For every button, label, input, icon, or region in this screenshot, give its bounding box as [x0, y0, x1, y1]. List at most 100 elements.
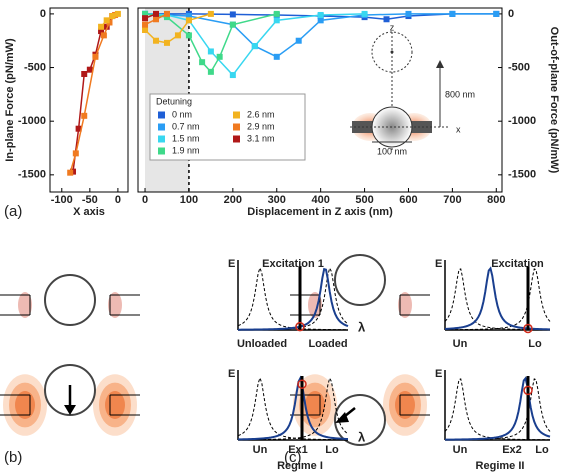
spectrum-label: Lo	[325, 444, 339, 456]
waveguide	[410, 121, 432, 133]
point	[142, 10, 149, 17]
point	[81, 70, 88, 77]
point	[174, 32, 181, 39]
x-tick-label: -50	[82, 194, 98, 206]
legend-label: 2.6 nm	[247, 109, 275, 119]
point	[229, 11, 236, 18]
point	[163, 39, 170, 46]
glow	[18, 292, 32, 318]
point	[67, 169, 74, 176]
glow	[398, 292, 412, 318]
point	[273, 17, 280, 24]
point	[185, 17, 192, 24]
y-tick-label: -1500	[18, 169, 46, 181]
spectrum-label: Ex1	[288, 444, 308, 456]
marker	[297, 379, 307, 389]
y-tick-label: -1500	[508, 169, 536, 181]
spectrum-label: Unloaded	[237, 338, 287, 350]
legend-swatch	[158, 111, 165, 119]
point	[273, 10, 280, 17]
legend-swatch	[233, 111, 240, 119]
marker	[295, 321, 305, 332]
axis-letter: E	[435, 368, 442, 380]
resonator-sketch	[0, 274, 140, 326]
y-tick-label: -500	[508, 61, 530, 73]
spectrum-label: Loaded	[308, 338, 347, 350]
resonance	[444, 378, 551, 441]
x-tick-label: 500	[355, 194, 373, 206]
point	[142, 26, 149, 33]
series-line	[69, 14, 116, 173]
arrowhead	[64, 405, 76, 415]
regime: Regime II	[476, 460, 525, 472]
point	[98, 23, 105, 30]
axis-letter: λ	[358, 319, 366, 334]
x-tick-label: 700	[443, 194, 461, 206]
sphere	[334, 394, 386, 446]
plot-frame	[49, 7, 129, 193]
axis-letter: E	[435, 258, 442, 270]
annotation: z	[390, 22, 395, 32]
series-line	[144, 13, 277, 74]
point	[199, 59, 206, 66]
regime: Regime I	[277, 460, 323, 472]
point	[163, 14, 170, 21]
panel-label: (a)	[4, 203, 22, 220]
resonance	[444, 268, 551, 331]
resonance	[444, 268, 551, 331]
x-tick-label: 400	[311, 194, 329, 206]
resonance	[444, 378, 551, 441]
point	[153, 37, 160, 44]
spectrum: E Excitation	[435, 258, 551, 334]
legend-swatch	[158, 135, 165, 143]
glow	[108, 292, 122, 318]
legend-label: 0.7 nm	[172, 121, 200, 131]
spectrum: E	[435, 368, 551, 441]
spectrum-label: Un	[253, 444, 268, 456]
legend-swatch	[158, 147, 165, 155]
x-tick-label: 0	[142, 194, 148, 206]
sphere	[334, 254, 386, 306]
axis-letter: E	[228, 258, 235, 270]
point	[81, 112, 88, 119]
point	[100, 32, 107, 39]
annotation: x	[456, 124, 461, 134]
y-tick-label: -500	[24, 61, 46, 73]
marker	[523, 385, 533, 396]
spectrum-label: Lo	[535, 444, 549, 456]
point	[142, 21, 149, 28]
spectrum: Eλ	[228, 368, 366, 445]
annotation: 800 nm	[445, 89, 475, 99]
point	[103, 17, 110, 24]
loaded-resonance	[444, 266, 551, 331]
sphere	[44, 274, 96, 326]
point	[153, 16, 160, 23]
panel-label: (b)	[4, 449, 22, 466]
y-tick-label: -1000	[508, 115, 536, 127]
legend-label: 3.1 nm	[247, 133, 275, 143]
resonator-sketch	[0, 364, 140, 436]
spectrum-label: Ex2	[502, 444, 522, 456]
x-tick-label: 100	[180, 194, 198, 206]
x-tick-label: 600	[399, 194, 417, 206]
y-axis-label: In-plane Force (pN/mW)	[4, 38, 16, 162]
x-tick-label: 300	[268, 194, 286, 206]
point	[449, 10, 456, 17]
legend-swatch	[233, 123, 240, 131]
point	[207, 10, 214, 17]
point	[163, 10, 170, 17]
resonance	[237, 376, 349, 441]
point	[72, 150, 79, 157]
axis-letter: E	[228, 368, 235, 380]
point	[109, 13, 116, 20]
legend-title: Detuning	[156, 96, 192, 106]
point	[273, 53, 280, 60]
point	[86, 66, 93, 73]
spectrum: Eλ Excitation 1	[228, 258, 366, 335]
point	[185, 32, 192, 39]
loaded-resonance	[444, 376, 551, 441]
annotation: 100 nm	[377, 146, 407, 156]
plot-frame	[137, 7, 503, 193]
